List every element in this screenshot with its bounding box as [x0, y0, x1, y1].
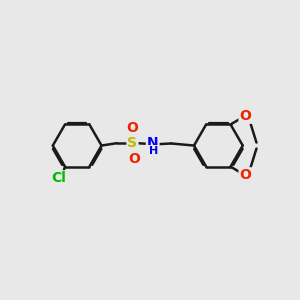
Text: S: S	[128, 136, 137, 150]
Text: O: O	[239, 168, 251, 182]
Text: N: N	[147, 136, 158, 151]
Text: Cl: Cl	[51, 171, 66, 185]
Text: O: O	[128, 152, 140, 166]
Text: O: O	[239, 109, 251, 123]
Text: H: H	[148, 146, 158, 156]
Text: O: O	[127, 121, 138, 135]
